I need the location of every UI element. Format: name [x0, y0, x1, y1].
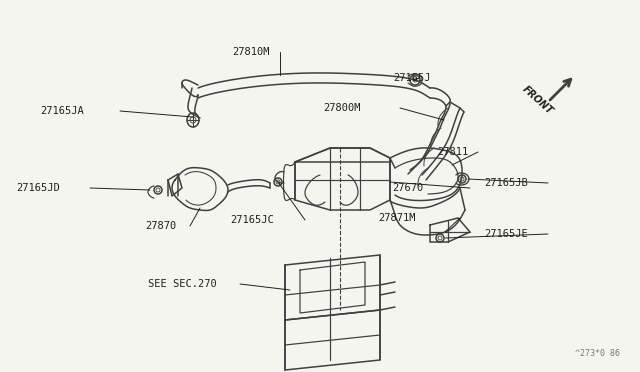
Text: 27165JC: 27165JC	[230, 215, 274, 225]
Text: 27810M: 27810M	[232, 47, 269, 57]
Text: 27670: 27670	[392, 183, 423, 193]
Text: 27165JB: 27165JB	[484, 178, 528, 188]
Text: FRONT: FRONT	[521, 84, 555, 116]
Text: SEE SEC.270: SEE SEC.270	[148, 279, 217, 289]
Text: 27165JA: 27165JA	[40, 106, 84, 116]
Text: ^273*0 86: ^273*0 86	[575, 349, 620, 358]
Text: 27800M: 27800M	[323, 103, 360, 113]
Text: 27870: 27870	[145, 221, 176, 231]
Text: 27165JE: 27165JE	[484, 229, 528, 239]
Text: 27165JD: 27165JD	[16, 183, 60, 193]
Text: 27871M: 27871M	[378, 213, 415, 223]
Text: 27165J: 27165J	[393, 73, 431, 83]
Text: 27811: 27811	[437, 147, 468, 157]
